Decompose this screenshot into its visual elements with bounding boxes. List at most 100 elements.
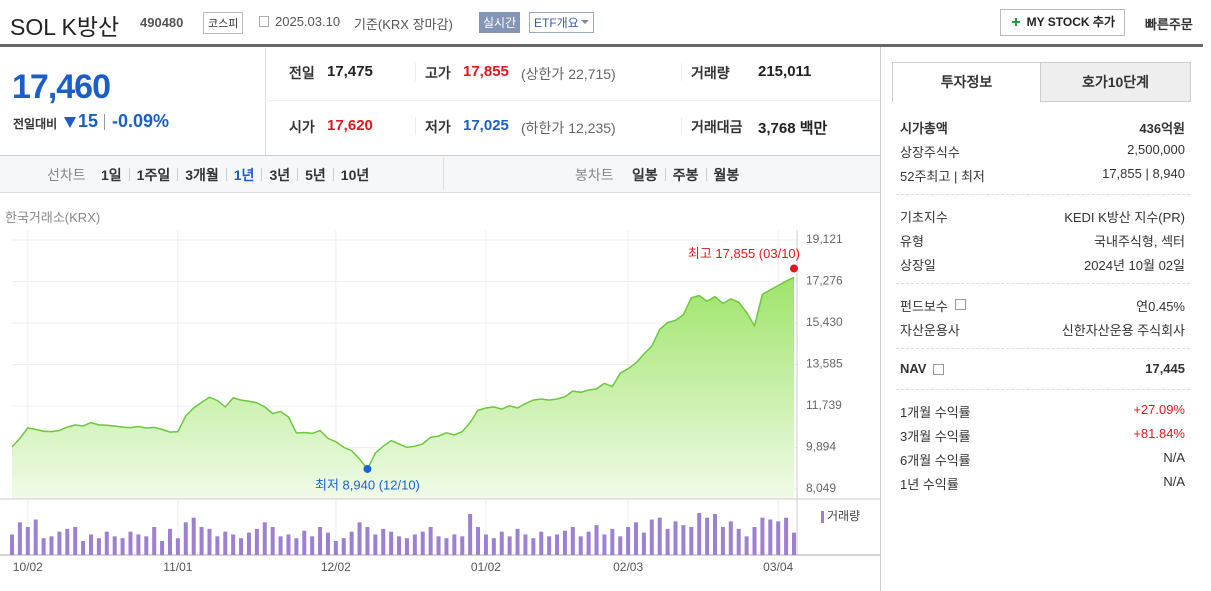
divider: [104, 114, 105, 130]
period-tab[interactable]: 1년: [233, 167, 255, 183]
divider: [225, 168, 227, 181]
volume-bar: [175, 538, 180, 555]
x-tick-label: 12/02: [321, 560, 351, 574]
volume-bar: [499, 531, 504, 555]
y-tick-label: 15,430: [806, 315, 843, 329]
calendar-icon: [259, 16, 269, 27]
stat-value: 17,855: [463, 63, 509, 80]
y-tick-label: 13,585: [806, 357, 843, 371]
volume-bar: [215, 536, 220, 555]
divider: [265, 48, 266, 155]
candle-tab[interactable]: 일봉: [632, 167, 658, 183]
divider: [415, 117, 416, 135]
annotation-marker: [363, 464, 372, 473]
y-tick-label: 19,121: [806, 232, 843, 246]
current-price: 17,460: [12, 68, 111, 106]
volume-bar: [207, 528, 212, 555]
volume-bar: [349, 531, 354, 555]
volume-bar: [310, 536, 315, 555]
volume-bar: [404, 538, 409, 555]
info-value: 17,855 | 8,940: [1102, 166, 1185, 181]
realtime-badge: 실시간: [479, 12, 521, 33]
divider: [681, 117, 682, 135]
chart: 8,049 9,894 11,739 13,585 15,430 17,276 19,121…: [0, 230, 880, 574]
period-tab[interactable]: 1주일: [136, 167, 171, 183]
basis: 기준(KRX 장마감): [354, 17, 453, 32]
candle-tab[interactable]: 주봉: [672, 167, 699, 183]
period-tab[interactable]: 5년: [305, 167, 326, 183]
divider: [443, 158, 444, 190]
volume-bar: [318, 527, 323, 555]
volume-bar: [389, 531, 394, 555]
volume-bar: [357, 522, 362, 555]
etf-button[interactable]: ETF개요: [529, 12, 594, 33]
change: 15: [78, 111, 99, 131]
volume-bar: [768, 519, 773, 555]
info-value: 17,445: [1145, 361, 1185, 376]
volume-bar: [397, 536, 402, 555]
volume-bar: [262, 522, 267, 555]
chart-source: 한국거래소(KRX): [5, 210, 101, 225]
market-badge: 코스피: [203, 12, 244, 34]
divider: [265, 100, 880, 101]
info-label: 1개월 수익률: [900, 405, 971, 420]
volume-bar: [562, 530, 567, 555]
volume-bar: [246, 532, 251, 555]
panel-tab[interactable]: 호가10단계: [1041, 62, 1191, 102]
stat-label: 거래대금: [691, 119, 743, 135]
price-line: [11, 276, 795, 471]
volume-bar: [420, 531, 425, 555]
volume-bar: [705, 517, 710, 555]
divider: [128, 168, 130, 181]
volume-bar: [452, 534, 457, 555]
period-tab[interactable]: 3개월: [185, 167, 219, 183]
volume-bar: [728, 521, 733, 555]
change-rate: -0.09%: [112, 111, 170, 131]
period-tab[interactable]: 1일: [101, 167, 122, 183]
volume-bar: [570, 527, 575, 555]
annotation-label: 최저 8,940 (12/10): [315, 477, 420, 492]
volume-bar: [555, 534, 560, 555]
volume-bar: [270, 527, 275, 555]
volume-bar: [278, 536, 283, 555]
y-tick-label: 11,739: [806, 398, 842, 412]
volume-bar: [81, 541, 86, 555]
volume-bar: [294, 538, 299, 555]
stat-value: 17,475: [327, 63, 373, 80]
date: 2025.03.10: [275, 14, 341, 29]
volume-bar: [65, 528, 70, 555]
y-tick-label: 9,894: [806, 440, 836, 454]
panel-separator: [896, 283, 1190, 284]
volume-bar: [689, 527, 694, 555]
legend-swatch: [821, 511, 824, 523]
volume-bar: [483, 534, 488, 555]
volume-bar: [73, 527, 78, 555]
volume-bar: [618, 536, 623, 555]
volume-bar: [523, 534, 528, 555]
candle-tab[interactable]: 월봉: [713, 167, 740, 183]
price-area: [12, 277, 794, 499]
volume-bar: [341, 538, 346, 555]
volume-bar: [17, 522, 22, 555]
my-stock-button[interactable]: MY STOCK 추가: [1000, 9, 1125, 36]
volume-bar: [223, 531, 228, 555]
volume-bar: [539, 531, 544, 555]
quick-order[interactable]: 빠른주문: [1145, 17, 1193, 32]
volume-bar: [167, 528, 172, 555]
divider: [297, 168, 299, 181]
volume-bar: [681, 525, 686, 555]
info-value: 2024년 10월 02일: [1084, 258, 1185, 273]
period-tab[interactable]: 10년: [340, 167, 370, 183]
panel-separator: [896, 194, 1190, 195]
volume-bar: [381, 528, 386, 555]
y-tick-label: 8,049: [806, 481, 836, 495]
panel-tab[interactable]: 투자정보: [892, 62, 1041, 102]
stat-label: 거래량: [691, 65, 730, 81]
period-tab[interactable]: 3년: [269, 167, 291, 183]
volume-bar: [373, 534, 378, 555]
volume-bar: [784, 517, 789, 555]
volume-bar: [594, 525, 599, 555]
info-label: 시가총액: [900, 121, 948, 136]
volume-bar: [428, 527, 433, 555]
tab-bar: [0, 155, 880, 193]
